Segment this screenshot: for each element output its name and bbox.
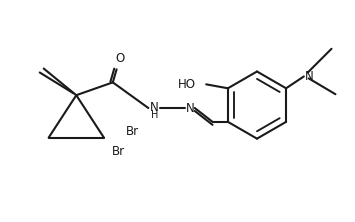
Text: HO: HO — [178, 78, 196, 91]
Text: O: O — [115, 52, 124, 65]
Text: N: N — [150, 101, 159, 113]
Text: Br: Br — [112, 145, 125, 158]
Text: N: N — [185, 101, 194, 115]
Text: N: N — [304, 70, 313, 83]
Text: Br: Br — [126, 125, 139, 138]
Text: H: H — [151, 110, 158, 120]
